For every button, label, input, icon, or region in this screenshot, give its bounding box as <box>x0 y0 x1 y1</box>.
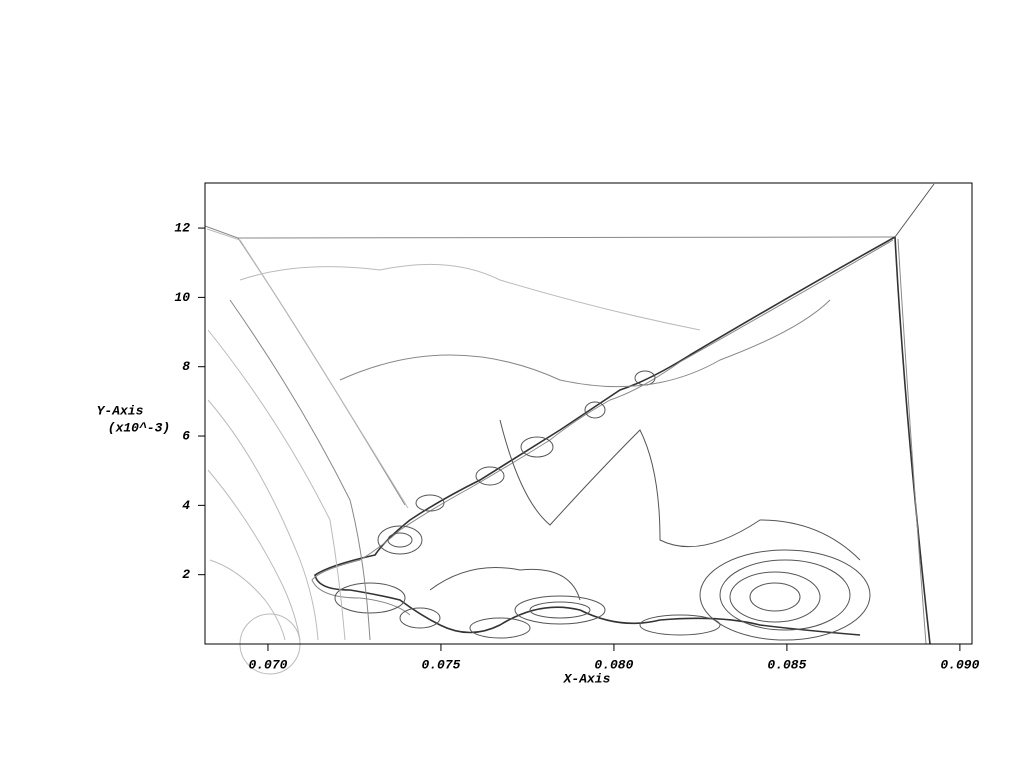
contour-line <box>584 401 606 419</box>
contour-line <box>377 525 423 555</box>
contour-line <box>469 617 531 639</box>
contour-line <box>239 263 701 331</box>
contour-line <box>334 582 406 614</box>
contour-line <box>894 183 935 238</box>
contour-line <box>206 228 409 509</box>
contour-line <box>311 239 894 616</box>
contour-line <box>894 236 931 645</box>
contour-line <box>339 299 831 388</box>
contour-field <box>204 183 935 675</box>
contour-line <box>207 329 346 641</box>
x-tick-label: 0.075 <box>421 657 460 672</box>
plot-frame <box>204 182 973 645</box>
y-tick-label: 8 <box>182 359 190 374</box>
contour-line <box>520 436 554 458</box>
y-tick-label: 4 <box>182 498 190 513</box>
x-axis-label: X-Axis <box>563 671 611 686</box>
contour-line <box>207 399 319 641</box>
contour-line <box>314 236 896 636</box>
contour-line <box>897 238 927 645</box>
contour-line <box>209 559 286 641</box>
contour-line <box>237 236 896 239</box>
y-tick-label: 10 <box>174 290 190 305</box>
contour-line <box>207 469 301 641</box>
y-tick-label: 2 <box>182 567 190 582</box>
x-tick-label: 0.085 <box>767 657 806 672</box>
y-tick-label: 6 <box>182 428 190 443</box>
contour-line <box>634 370 656 386</box>
contour-line <box>699 549 871 641</box>
contour-line <box>429 567 581 601</box>
contour-line <box>387 532 413 548</box>
contour-line <box>399 607 441 629</box>
y-tick-label: 12 <box>174 220 190 235</box>
contour-line <box>475 466 505 486</box>
contour-line <box>229 299 371 641</box>
contour-line <box>415 494 445 512</box>
contour-line <box>639 614 721 636</box>
contour-line <box>749 582 801 612</box>
y-axis-scale: (x10^-3) <box>108 420 170 435</box>
y-axis-label: Y-Axis <box>97 403 144 418</box>
x-tick-label: 0.080 <box>594 657 633 672</box>
contour-line <box>499 419 861 561</box>
x-tick-label: 0.070 <box>248 657 287 672</box>
x-tick-label: 0.090 <box>940 657 979 672</box>
contour-line <box>514 595 606 625</box>
contour-line <box>729 571 821 623</box>
contour-line <box>719 559 851 631</box>
contour-line <box>529 601 591 619</box>
